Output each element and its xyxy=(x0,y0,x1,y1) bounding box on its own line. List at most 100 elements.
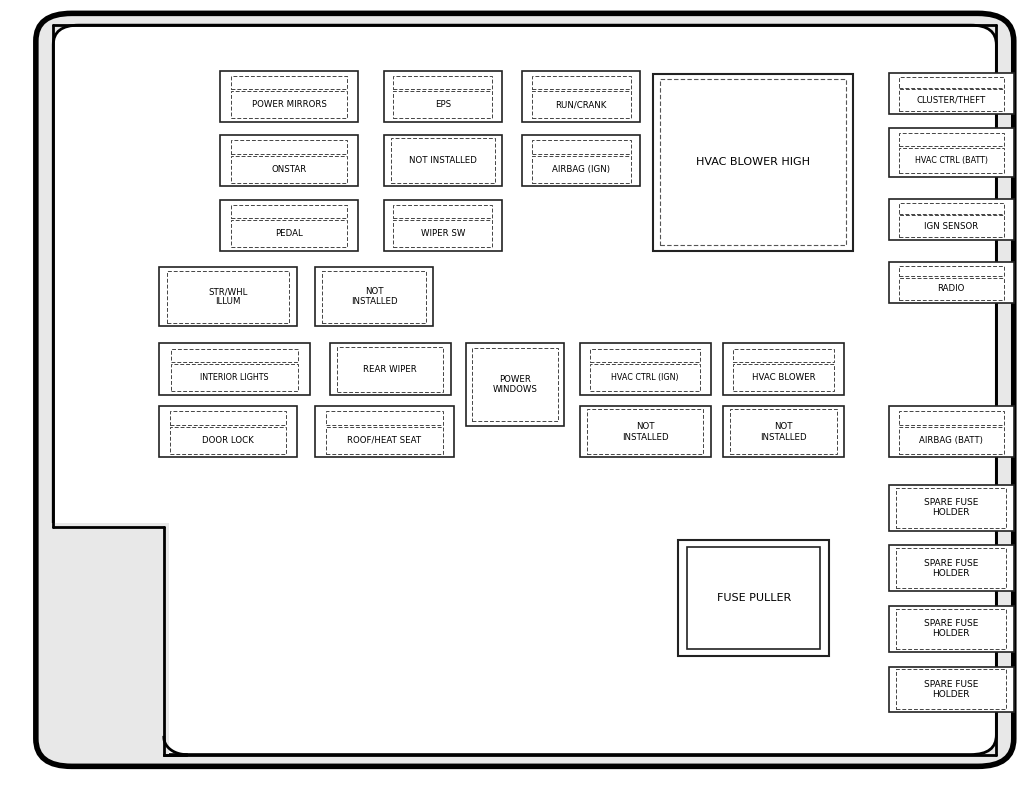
Text: DOOR LOCK: DOOR LOCK xyxy=(202,435,254,445)
Bar xyxy=(896,548,1007,589)
Bar xyxy=(522,135,640,186)
FancyBboxPatch shape xyxy=(53,25,996,755)
Bar xyxy=(231,156,347,182)
Bar xyxy=(899,215,1004,237)
Bar xyxy=(899,148,1004,174)
Bar xyxy=(899,90,1004,111)
Text: FUSE PULLER: FUSE PULLER xyxy=(717,593,791,603)
Bar xyxy=(899,133,1004,145)
Bar xyxy=(730,410,837,454)
Bar xyxy=(732,364,835,391)
Bar xyxy=(231,140,347,153)
Bar xyxy=(159,267,297,326)
Text: SPARE FUSE
HOLDER: SPARE FUSE HOLDER xyxy=(924,619,979,638)
Bar xyxy=(391,138,495,183)
Bar xyxy=(889,485,1014,531)
Bar xyxy=(899,266,1004,277)
Bar xyxy=(393,91,493,118)
Bar xyxy=(393,220,493,247)
Bar xyxy=(393,204,493,218)
Bar xyxy=(899,203,1004,214)
Bar xyxy=(220,200,358,251)
Bar xyxy=(170,427,286,454)
Text: RADIO: RADIO xyxy=(938,285,965,293)
Bar xyxy=(330,343,451,395)
Bar xyxy=(231,91,347,118)
Text: EPS: EPS xyxy=(435,100,451,109)
Bar xyxy=(531,140,631,153)
Text: ONSTAR: ONSTAR xyxy=(271,164,307,174)
Bar xyxy=(171,364,298,391)
Bar xyxy=(899,278,1004,299)
Bar xyxy=(896,608,1007,649)
Text: NOT
INSTALLED: NOT INSTALLED xyxy=(351,287,397,307)
Bar xyxy=(653,74,853,251)
Text: HVAC CTRL (BATT): HVAC CTRL (BATT) xyxy=(914,156,988,165)
Bar xyxy=(472,348,558,421)
Bar xyxy=(170,412,286,424)
Bar xyxy=(167,270,289,323)
Text: HVAC BLOWER: HVAC BLOWER xyxy=(752,373,815,382)
Bar xyxy=(687,547,820,649)
Bar xyxy=(231,204,347,218)
Text: SPARE FUSE
HOLDER: SPARE FUSE HOLDER xyxy=(924,680,979,699)
Text: WIPER SW: WIPER SW xyxy=(421,229,465,238)
Text: REAR WIPER: REAR WIPER xyxy=(364,365,417,373)
Bar xyxy=(889,199,1014,240)
Text: SPARE FUSE
HOLDER: SPARE FUSE HOLDER xyxy=(924,559,979,578)
Bar xyxy=(384,135,502,186)
Bar xyxy=(466,343,564,426)
Text: SPARE FUSE
HOLDER: SPARE FUSE HOLDER xyxy=(924,498,979,517)
Bar xyxy=(889,262,1014,303)
Bar xyxy=(889,128,1014,177)
Text: RUN/CRANK: RUN/CRANK xyxy=(555,100,607,109)
Bar xyxy=(531,91,631,118)
Bar xyxy=(220,135,358,186)
Bar xyxy=(896,669,1007,710)
Text: HVAC BLOWER HIGH: HVAC BLOWER HIGH xyxy=(696,157,810,167)
Text: PEDAL: PEDAL xyxy=(275,229,303,238)
Bar xyxy=(678,540,829,656)
Text: IGN SENSOR: IGN SENSOR xyxy=(925,222,978,230)
Bar xyxy=(323,270,426,323)
Bar xyxy=(315,267,433,326)
Bar xyxy=(315,406,454,457)
Bar xyxy=(889,545,1014,591)
Text: HVAC CTRL (IGN): HVAC CTRL (IGN) xyxy=(611,373,679,382)
Text: CLUSTER/THEFT: CLUSTER/THEFT xyxy=(916,96,986,105)
Text: AIRBAG (BATT): AIRBAG (BATT) xyxy=(920,435,983,445)
Bar xyxy=(590,364,700,391)
Text: INTERIOR LIGHTS: INTERIOR LIGHTS xyxy=(200,373,269,382)
Bar xyxy=(889,667,1014,712)
Bar xyxy=(220,71,358,122)
Bar xyxy=(580,343,711,395)
Bar xyxy=(393,76,493,89)
Bar xyxy=(522,71,640,122)
Bar xyxy=(899,77,1004,88)
Bar xyxy=(723,406,844,457)
Text: NOT INSTALLED: NOT INSTALLED xyxy=(409,156,477,165)
Bar xyxy=(171,349,298,362)
Text: STR/WHL
ILLUM: STR/WHL ILLUM xyxy=(208,287,248,307)
Text: NOT
INSTALLED: NOT INSTALLED xyxy=(622,422,669,442)
Bar xyxy=(327,427,442,454)
Bar xyxy=(231,76,347,89)
FancyBboxPatch shape xyxy=(36,13,1014,766)
Bar xyxy=(588,410,702,454)
Text: POWER
WINDOWS: POWER WINDOWS xyxy=(493,375,538,395)
Bar xyxy=(337,347,443,391)
Bar xyxy=(159,406,297,457)
Bar xyxy=(723,343,844,395)
Text: NOT
INSTALLED: NOT INSTALLED xyxy=(760,422,807,442)
Bar xyxy=(896,487,1007,528)
Bar xyxy=(889,73,1014,114)
Bar xyxy=(327,412,442,424)
Bar xyxy=(531,156,631,182)
Bar xyxy=(231,220,347,247)
Bar xyxy=(899,412,1004,424)
Bar xyxy=(384,200,502,251)
Bar xyxy=(899,427,1004,454)
Bar xyxy=(580,406,711,457)
Bar xyxy=(732,349,835,362)
Bar xyxy=(48,523,169,758)
